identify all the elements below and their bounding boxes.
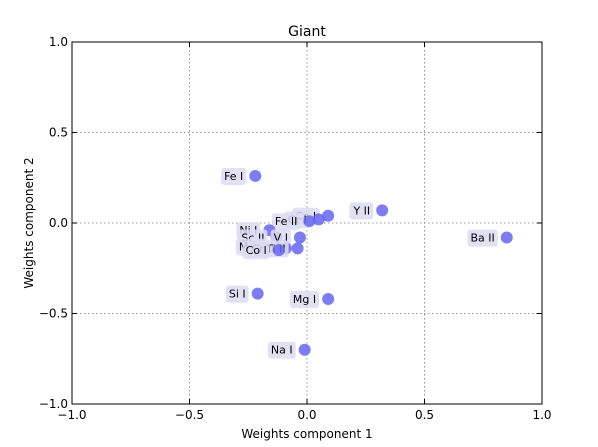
point-label: Ba II [470, 231, 494, 244]
point-label-box [267, 341, 296, 359]
point-marker [291, 242, 304, 255]
point-label-box [242, 242, 270, 260]
point-label-box [221, 167, 247, 185]
x-tick-label: 0.5 [415, 408, 434, 422]
data-point: Na I [267, 341, 311, 359]
point-label: Mg I [293, 293, 316, 306]
point-label: Fe II [275, 215, 297, 228]
point-marker [312, 213, 325, 226]
point-marker [251, 287, 264, 300]
point-label: Co I [246, 244, 267, 257]
point-marker [272, 244, 285, 257]
point-label: Fe I [224, 170, 243, 183]
y-axis-label: Weights component 2 [22, 157, 36, 288]
point-label-box [467, 229, 498, 247]
chart-title: Giant [288, 24, 326, 40]
point-label: Y II [352, 204, 370, 217]
point-marker [293, 231, 306, 244]
y-tick-label: 0.5 [49, 126, 68, 140]
x-tick-label: 0.0 [297, 408, 316, 422]
y-tick-label: 0.0 [49, 216, 68, 230]
point-label-box [289, 291, 320, 309]
point-marker [303, 215, 316, 228]
point-label-box [349, 202, 374, 220]
point-marker [249, 169, 262, 182]
point-marker [322, 293, 335, 306]
data-point: Fe II [271, 213, 316, 231]
data-point: Si I [225, 285, 264, 303]
data-point: Fe I [221, 167, 262, 185]
point-marker [500, 231, 513, 244]
x-tick-label: −0.5 [175, 408, 204, 422]
point-marker [376, 204, 389, 217]
y-tick-label: 1.0 [49, 35, 68, 49]
x-tick-label: −1.0 [57, 408, 86, 422]
data-point: Y II [349, 202, 389, 220]
y-tick-label: −0.5 [39, 307, 68, 321]
point-label-box [271, 213, 301, 231]
point-label: Si I [229, 288, 246, 301]
data-point: Ba II [467, 229, 513, 247]
x-tick-label: 1.0 [532, 408, 551, 422]
data-point: Co I [242, 242, 285, 260]
data-point: Mg I [289, 291, 335, 309]
x-axis-label: Weights component 1 [241, 427, 372, 441]
axis-ticks: −1.0 −0.5 0.0 0.5 1.0 −1.0 −0.5 0.0 0.5 1.0 [39, 35, 552, 422]
point-label-box [225, 285, 249, 303]
point-marker [298, 343, 311, 356]
point-label: Na I [271, 344, 293, 357]
y-tick-label: −1.0 [39, 397, 68, 411]
point-marker [322, 209, 335, 222]
